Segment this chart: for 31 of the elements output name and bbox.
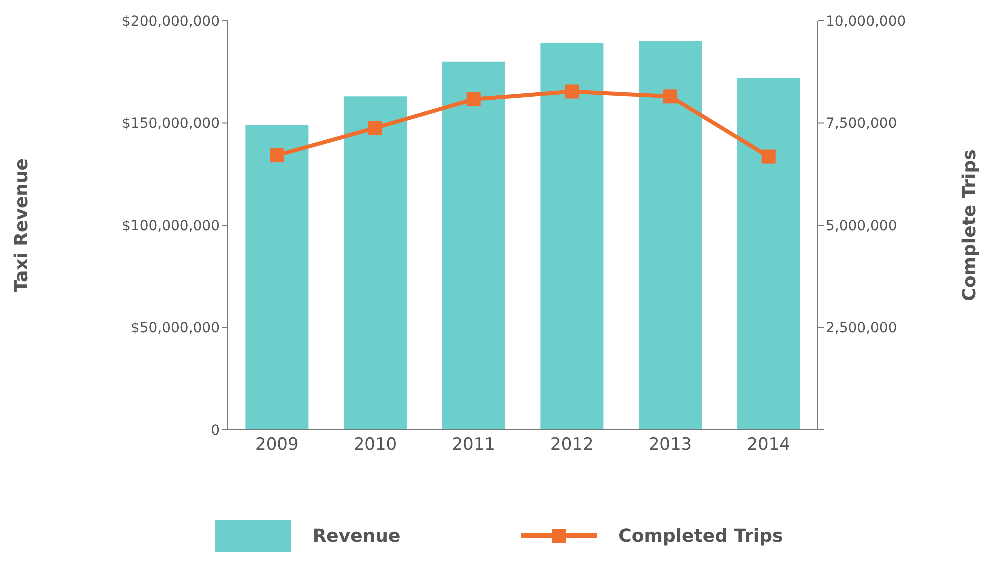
x-tick-label: 2013 (648, 435, 692, 456)
legend-label: Completed Trips (618, 526, 784, 546)
point (565, 84, 580, 99)
bar (246, 125, 309, 430)
bar (540, 43, 604, 430)
point (270, 148, 284, 163)
point (664, 90, 678, 104)
y-tick-label: 0 (211, 422, 220, 439)
x-tick-label: 2012 (550, 435, 594, 456)
bar (737, 78, 800, 430)
y2-axis-title: Complete Trips (959, 150, 980, 302)
y2-tick-label: 2,500,000 (826, 320, 898, 337)
bar (442, 62, 506, 430)
bar (344, 96, 408, 430)
y-tick-label: $200,000,000 (122, 14, 220, 30)
x-tick-label: 2014 (747, 435, 790, 456)
point (762, 150, 776, 164)
point (466, 92, 481, 107)
bar (639, 41, 702, 430)
point (368, 121, 382, 136)
y2-tick-label: 5,000,000 (826, 218, 898, 234)
y-tick-label: $50,000,000 (130, 320, 220, 337)
x-tick-label: 2010 (354, 435, 398, 456)
y2-tick-label: 7,500,000 (826, 116, 898, 132)
legend-label: Revenue (312, 526, 401, 546)
y2-tick-label: 10,000,000 (826, 14, 906, 30)
y-tick-label: $100,000,000 (122, 218, 220, 234)
x-tick-label: 2009 (256, 435, 299, 456)
y-axis-title: Taxi Revenue (11, 158, 32, 292)
y-tick-label: $150,000,000 (122, 116, 220, 132)
x-tick-label: 2011 (452, 435, 496, 456)
